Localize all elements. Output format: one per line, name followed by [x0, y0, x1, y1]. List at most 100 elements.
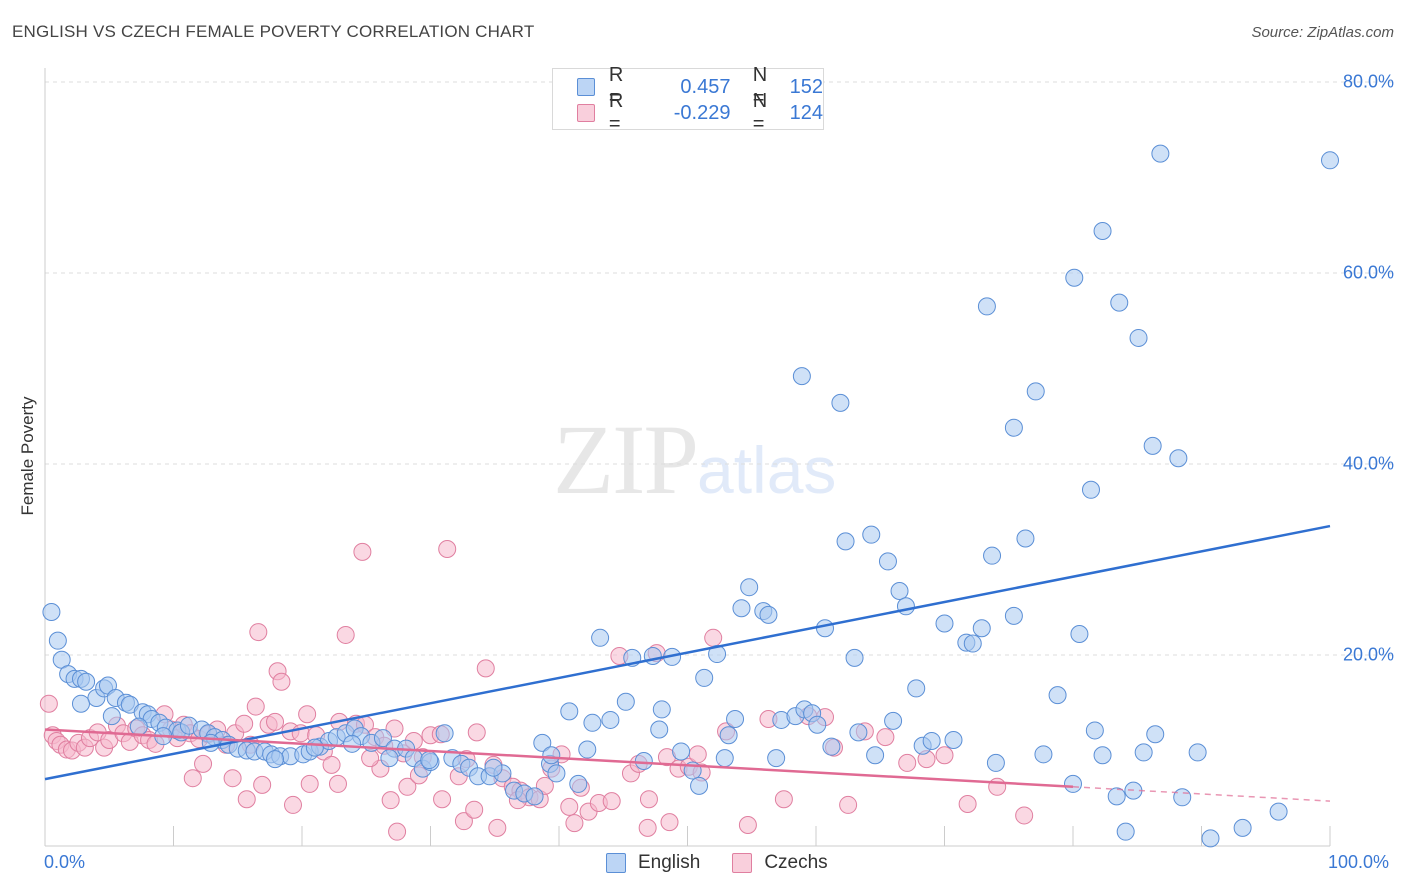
y-axis-label: Female Poverty [18, 396, 37, 516]
english-point [525, 787, 544, 806]
n-label: N = [752, 64, 768, 109]
czechs-point [488, 818, 507, 837]
english-point [305, 738, 324, 757]
english-point [1070, 624, 1089, 643]
czechs-point [398, 777, 417, 796]
english-point [420, 751, 439, 770]
english-point [129, 717, 148, 736]
english-trend-line [44, 524, 1331, 781]
n-label: N = [752, 90, 768, 135]
czechs-point [253, 775, 272, 794]
czechs-point [183, 769, 202, 788]
english-point [583, 713, 602, 732]
czechs-point [272, 672, 291, 691]
english-point [831, 393, 850, 412]
stats-legend: R = 0.457 N = 152 R = -0.229 N = 124 [552, 64, 824, 135]
czechs-point [958, 794, 977, 813]
english-point [935, 614, 954, 633]
english-point [822, 737, 841, 756]
english-point [616, 692, 635, 711]
czechs-point [565, 814, 584, 833]
czechs-point [454, 812, 473, 831]
english-point [591, 628, 610, 647]
czechs-trend-line [44, 728, 1074, 789]
english-point [740, 578, 759, 597]
czechs-swatch [577, 104, 595, 122]
english-point [484, 758, 503, 777]
english-point [547, 764, 566, 783]
r-label: R = [608, 64, 624, 109]
czechs-point [39, 694, 58, 713]
czechs-point [876, 728, 895, 747]
english-point [569, 774, 588, 793]
english-point [944, 730, 963, 749]
czechs-point [194, 754, 213, 773]
english-point [726, 709, 745, 728]
czechs-point [660, 813, 679, 832]
czechs-point [328, 774, 347, 793]
english-point [1129, 328, 1148, 347]
czechs-point [298, 705, 317, 724]
x-tick-label: 0.0% [44, 852, 86, 872]
english-point [815, 619, 834, 638]
r-value: -0.229 [673, 101, 731, 124]
english-point [373, 729, 392, 748]
english-point [1081, 480, 1100, 499]
english-point [986, 753, 1005, 772]
czechs-point [465, 800, 484, 819]
czechs-point [688, 745, 707, 764]
czechs-point [560, 797, 579, 816]
english-point [1110, 293, 1129, 312]
english-point [1146, 725, 1165, 744]
czechs-point [353, 542, 372, 561]
r-value: 0.457 [680, 75, 731, 98]
czechs-point [638, 818, 657, 837]
english-point [1201, 829, 1220, 848]
czechs-point [467, 723, 486, 742]
english-point [884, 711, 903, 730]
czechs-point [738, 815, 757, 834]
english-point [759, 605, 778, 624]
english-point [836, 532, 855, 551]
english-point [808, 715, 827, 734]
english-point [42, 603, 61, 622]
english-point [672, 742, 691, 761]
n-value: 124 [789, 101, 823, 124]
english-point [48, 631, 67, 650]
czechs-point [284, 795, 303, 814]
czechs-point [704, 628, 723, 647]
watermark-zip: ZIP [553, 404, 699, 515]
english-point [890, 582, 909, 601]
czechs-legend-swatch [732, 853, 753, 873]
english-point [1151, 144, 1170, 163]
english-point [1116, 822, 1135, 841]
english-point [533, 733, 552, 752]
czechs-point [774, 790, 793, 809]
czechs-point [476, 659, 495, 678]
czechs-point [602, 792, 621, 811]
english-point [1065, 268, 1084, 287]
english-point [1093, 746, 1112, 765]
czechs-point [237, 790, 256, 809]
english-point [650, 720, 669, 739]
english-point [542, 746, 561, 765]
czechs-point [1015, 806, 1034, 825]
english-point [845, 648, 864, 667]
legend-row-czechs: R = -0.229 N = 124 [577, 90, 823, 135]
english-point [380, 749, 399, 768]
czechs-point [433, 790, 452, 809]
english-point [435, 724, 454, 743]
czechs-point [639, 790, 658, 809]
czechs-legend-label: Czechs [764, 852, 828, 873]
english-point [1064, 774, 1082, 793]
chart-title: ENGLISH VS CZECH FEMALE POVERTY CORRELAT… [12, 22, 535, 41]
watermark: ZIPatlas [553, 402, 836, 517]
english-point [922, 731, 941, 750]
english-point [690, 776, 709, 795]
english-point [1016, 529, 1035, 548]
english-point [643, 646, 662, 665]
czechs-point [381, 791, 400, 810]
english-point [652, 700, 671, 719]
english-point [866, 746, 885, 765]
